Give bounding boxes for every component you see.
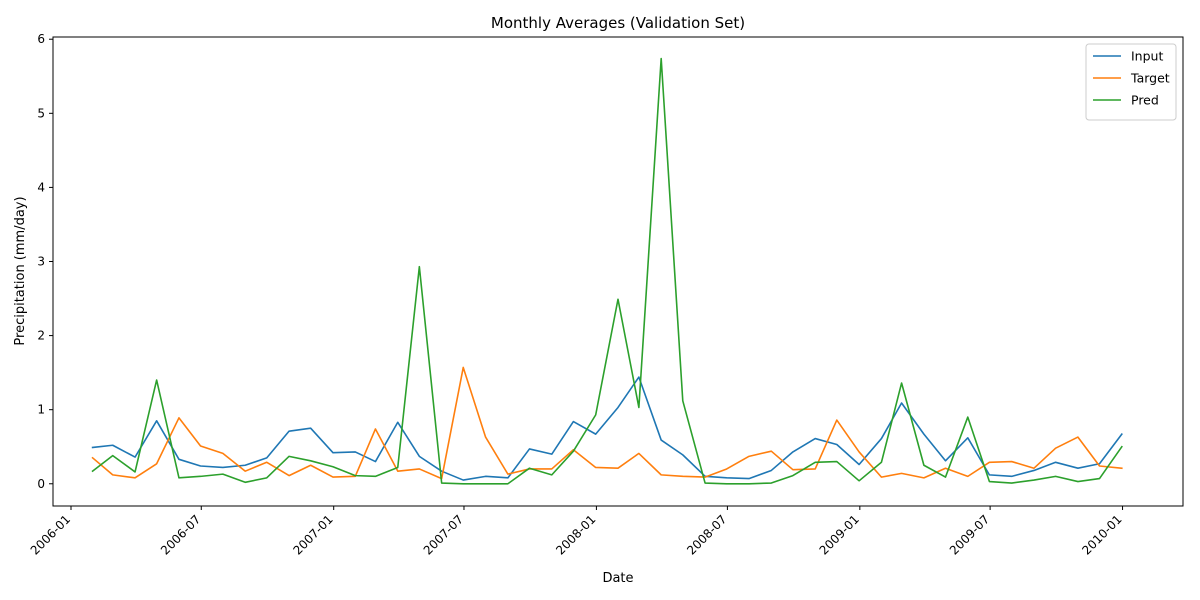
series-line-input [91,376,1123,481]
y-tick-label: 3 [37,254,45,268]
x-axis-label: Date [602,571,633,586]
series-line-target [91,366,1123,480]
y-tick-label: 6 [37,32,45,46]
legend-label-target: Target [1130,71,1170,86]
y-tick-label: 1 [37,403,45,417]
series-line-pred [91,57,1123,485]
legend-label-pred: Pred [1131,93,1159,108]
y-tick-label: 2 [37,329,45,343]
legend-box [1085,43,1177,121]
plot-frame [52,36,1184,507]
chart-title: Monthly Averages (Validation Set) [491,14,745,32]
y-axis: 0 1 2 3 4 5 6 [37,32,53,491]
legend-label-input: Input [1131,49,1163,64]
y-tick-label: 5 [37,106,45,120]
series-layer [91,57,1123,485]
y-axis-label: Precipitation (mm/day) [13,196,28,345]
legend: Input Target Pred [1085,43,1177,121]
y-tick-label: 4 [37,180,45,194]
y-tick-label: 0 [37,477,45,491]
